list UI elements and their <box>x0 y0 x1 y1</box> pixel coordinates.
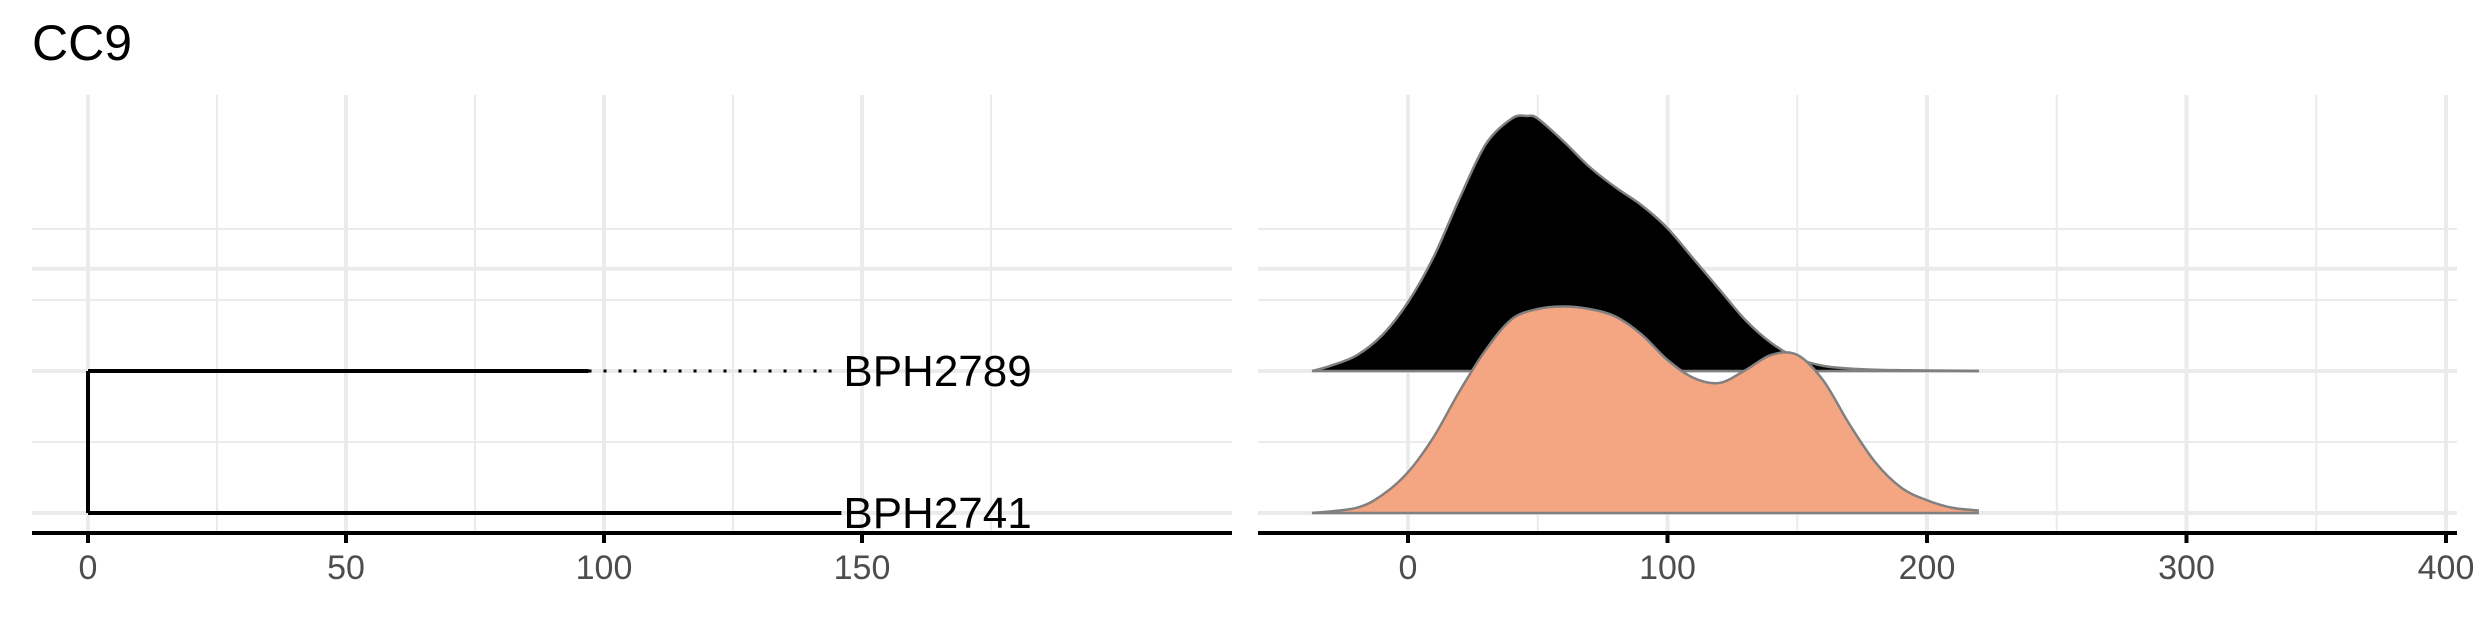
density-ridge-BPH2789 <box>1311 115 1979 371</box>
density-panel: 0 100 200 300 400 <box>1258 95 2474 587</box>
x-tick-label: 100 <box>576 549 633 587</box>
density-x-axis: 0 100 200 300 400 <box>1258 531 2475 587</box>
density-outline-BPH2789 <box>1311 114 1979 373</box>
x-tick-label: 50 <box>327 549 365 587</box>
tree-panel: BPH2789 BPH2741 0 50 100 150 <box>32 95 1232 587</box>
x-tick-label: 200 <box>1899 549 1956 587</box>
x-tick-label: 300 <box>2158 549 2215 587</box>
x-tick-label: 0 <box>79 549 98 587</box>
tree-tip-label: BPH2741 <box>843 489 1031 538</box>
density-ridges <box>1311 114 1980 515</box>
density-outline-BPH2741 <box>1311 305 1980 515</box>
density-ridge-BPH2741 <box>1311 306 1979 513</box>
tree-tip-labels: BPH2789 BPH2741 <box>843 347 1031 538</box>
x-tick-label: 150 <box>834 549 891 587</box>
tree-grid <box>32 95 1232 533</box>
tree-tip-label: BPH2789 <box>843 347 1031 396</box>
chart-title: CC9 <box>32 15 132 71</box>
tree-x-axis: 0 50 100 150 <box>32 531 1232 587</box>
x-tick-label: 0 <box>1399 549 1418 587</box>
x-tick-label: 400 <box>2418 549 2475 587</box>
x-tick-label: 100 <box>1639 549 1696 587</box>
tree-branches <box>86 369 842 515</box>
